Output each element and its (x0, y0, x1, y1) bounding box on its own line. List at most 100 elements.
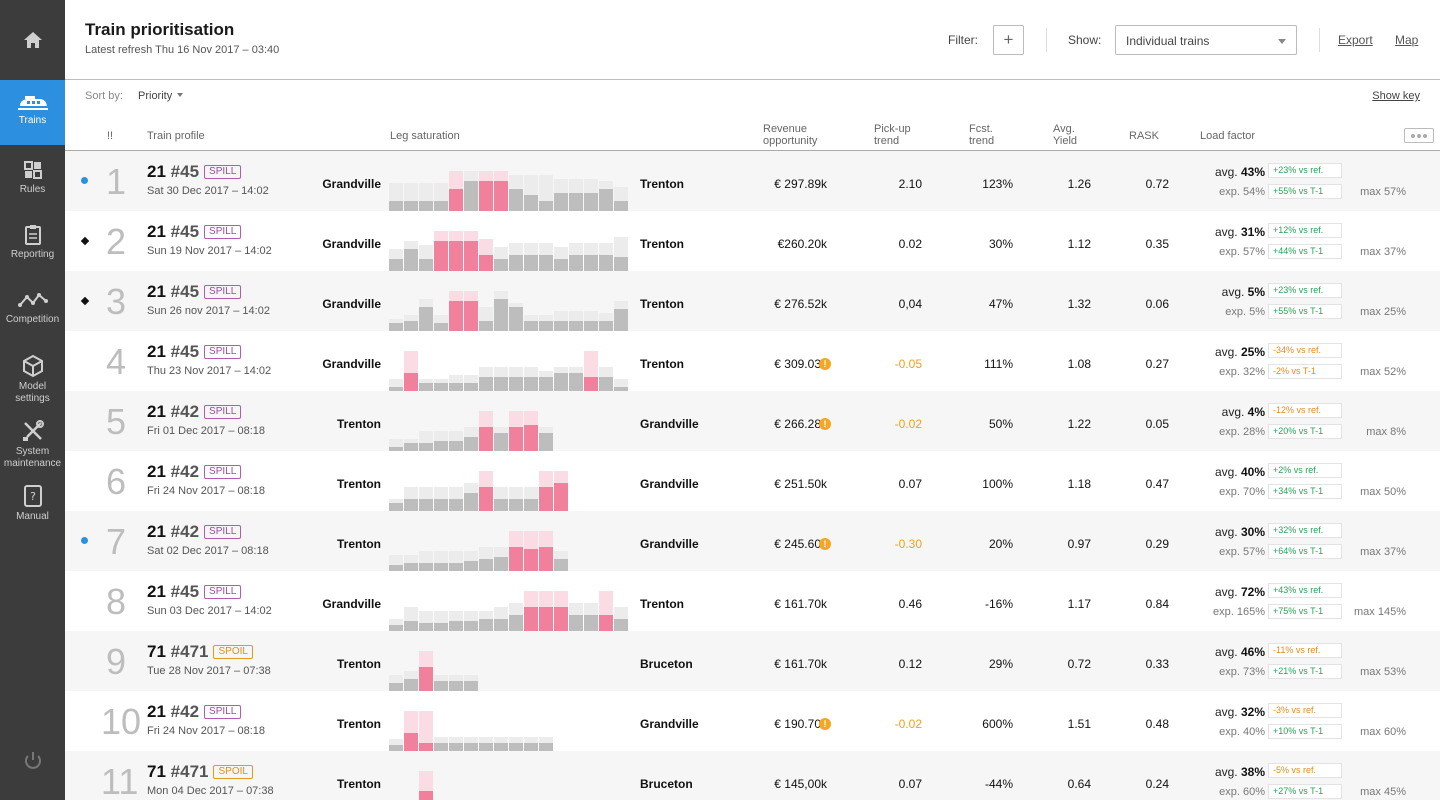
load-factor-avg: avg. 4% (1175, 405, 1265, 419)
train-number[interactable]: 21 #42 SPILL (147, 402, 242, 422)
train-number[interactable]: 71 #471 SPOIL (147, 762, 253, 782)
column-options-button[interactable] (1404, 128, 1434, 143)
nav-item-rules[interactable]: Rules (0, 145, 65, 210)
nav-label-model-settings: Model settings (15, 381, 50, 404)
col-train-profile[interactable]: Train profile (147, 130, 205, 142)
forecast-trend: 29% (988, 657, 1013, 671)
priority-rank: 9 (105, 641, 127, 682)
vs-t1-badge: +55% vs T-1 (1268, 304, 1342, 319)
load-factor-avg-label: avg. (1221, 405, 1248, 419)
status-diamond-icon (80, 296, 90, 306)
revenue-opportunity: €260.20k (777, 237, 827, 251)
add-filter-button[interactable]: + (993, 25, 1024, 55)
show-select[interactable]: Individual trains (1115, 25, 1297, 55)
train-number[interactable]: 21 #45 SPILL (147, 282, 242, 302)
train-id: 21 (147, 342, 166, 361)
leg-load-bar (539, 433, 553, 451)
table-row[interactable]: 10 21 #42 SPILL Fri 24 Nov 2017 – 08:18 Tren… (65, 691, 1440, 751)
col-avg-yield[interactable]: Avg. Yield (1053, 123, 1078, 147)
col-fcst-trend[interactable]: Fcst. trend (969, 123, 995, 147)
leg-saturation-chart (389, 471, 568, 511)
load-factor-max: max 8% (1366, 426, 1406, 438)
pickup-trend-value: -0.02 (894, 717, 922, 731)
header-divider (1046, 28, 1047, 52)
train-service-code: #45 (170, 222, 200, 241)
train-number[interactable]: 21 #42 SPILL (147, 702, 242, 722)
vs-t1-badge: +64% vs T-1 (1268, 544, 1342, 559)
leg-load-bar (479, 559, 493, 571)
departure-date: Mon 04 Dec 2017 – 07:38 (147, 785, 274, 797)
load-factor-avg-label: avg. (1214, 225, 1241, 239)
leg-load-bar (494, 557, 508, 571)
forecast-trend: -44% (984, 777, 1013, 791)
leg-load-bar (569, 255, 583, 271)
col-revenue-opportunity[interactable]: Revenue opportunity (763, 123, 818, 147)
table-row[interactable]: 8 21 #45 SPILL Sun 03 Dec 2017 – 14:02 Grand… (65, 571, 1440, 631)
forecast-trend: 47% (988, 297, 1013, 311)
load-factor-avg: avg. 31% (1175, 225, 1265, 239)
train-number[interactable]: 21 #42 SPILL (147, 462, 242, 482)
nav-item-trains[interactable]: Trains (0, 80, 65, 145)
logout-button[interactable] (0, 750, 65, 786)
rask-value: 0.48 (1145, 717, 1169, 731)
train-number[interactable]: 21 #45 SPILL (147, 222, 242, 242)
load-factor-max: max 145% (1354, 606, 1406, 618)
sort-dropdown[interactable]: Priority (138, 90, 184, 102)
map-link[interactable]: Map (1395, 33, 1419, 47)
leg-load-bar (494, 259, 508, 271)
table-row[interactable]: 6 21 #42 SPILL Fri 24 Nov 2017 – 08:18 Trent… (65, 451, 1440, 511)
train-number[interactable]: 21 #45 SPILL (147, 342, 242, 362)
table-row[interactable]: 5 21 #42 SPILL Fri 01 Dec 2017 – 08:18 Trent… (65, 391, 1440, 451)
nav-item-manual[interactable]: ? Manual (0, 470, 65, 535)
train-number[interactable]: 21 #42 SPILL (147, 522, 242, 542)
show-key-link[interactable]: Show key (1372, 90, 1420, 102)
load-factor-avg: avg. 40% (1175, 465, 1265, 479)
leg-load-bar (479, 377, 493, 391)
table-row[interactable]: 9 71 #471 SPOIL Tue 28 Nov 2017 – 07:38 Tren… (65, 631, 1440, 691)
table-row[interactable]: 7 21 #42 SPILL Sat 02 Dec 2017 – 08:18 Trent… (65, 511, 1440, 571)
average-yield: 1.12 (1067, 237, 1091, 251)
col-pickup-trend[interactable]: Pick-up trend (874, 123, 911, 147)
train-number[interactable]: 21 #45 SPILL (147, 582, 242, 602)
nav-item-system-maintenance[interactable]: System maintenance (0, 405, 65, 470)
vs-ref-badge: -3% vs ref. (1268, 703, 1342, 718)
table-row[interactable]: 2 21 #45 SPILL Sun 19 Nov 2017 – 14:02 Grand… (65, 211, 1440, 271)
home-button[interactable] (0, 0, 65, 80)
train-number[interactable]: 21 #45 SPILL (147, 162, 242, 182)
table-row[interactable]: 3 21 #45 SPILL Sun 26 nov 2017 – 14:02 Grand… (65, 271, 1440, 331)
export-link[interactable]: Export (1338, 33, 1373, 47)
leg-load-bar (389, 447, 403, 451)
col-priority[interactable]: !! (107, 130, 114, 142)
spill-badge: SPILL (204, 165, 242, 179)
leg-load-bar (449, 301, 463, 331)
col-leg-saturation[interactable]: Leg saturation (390, 130, 460, 142)
leg-load-bar (464, 493, 478, 511)
leg-load-bar (404, 679, 418, 691)
destination-station: Bruceton (640, 657, 693, 671)
leg-saturation-chart (389, 531, 568, 571)
destination-station: Grandville (640, 417, 699, 431)
leg-load-bar (584, 255, 598, 271)
forecast-trend: 20% (988, 537, 1013, 551)
train-number[interactable]: 71 #471 SPOIL (147, 642, 253, 662)
tools-icon (22, 420, 44, 441)
leg-load-bar (584, 321, 598, 331)
train-list: 1 21 #45 SPILL Sat 30 Dec 2017 – 14:02 Grand… (65, 151, 1440, 800)
vs-ref-badge: +12% vs ref. (1268, 223, 1342, 238)
nav-item-competition[interactable]: Competition (0, 275, 65, 340)
leg-load-bar (434, 681, 448, 691)
table-row[interactable]: 4 21 #45 SPILL Thu 23 Nov 2017 – 14:02 Grand… (65, 331, 1440, 391)
col-load-factor[interactable]: Load factor (1200, 130, 1256, 142)
nav-item-reporting[interactable]: Reporting (0, 210, 65, 275)
pickup-trend: 0.12 (845, 657, 922, 671)
trend-line-icon (17, 293, 48, 307)
nav-item-model-settings[interactable]: Model settings (0, 340, 65, 405)
table-row[interactable]: 11 71 #471 SPOIL Mon 04 Dec 2017 – 07:38 Tre… (65, 751, 1440, 800)
load-factor-max: max 25% (1360, 306, 1406, 318)
nav-label-system-maintenance: System maintenance (3, 446, 62, 469)
col-rask[interactable]: RASK (1129, 130, 1159, 142)
departure-date: Sun 26 nov 2017 – 14:02 (147, 305, 270, 317)
table-row[interactable]: 1 21 #45 SPILL Sat 30 Dec 2017 – 14:02 Grand… (65, 151, 1440, 211)
train-id: 21 (147, 462, 166, 481)
spill-badge: SPILL (204, 285, 242, 299)
